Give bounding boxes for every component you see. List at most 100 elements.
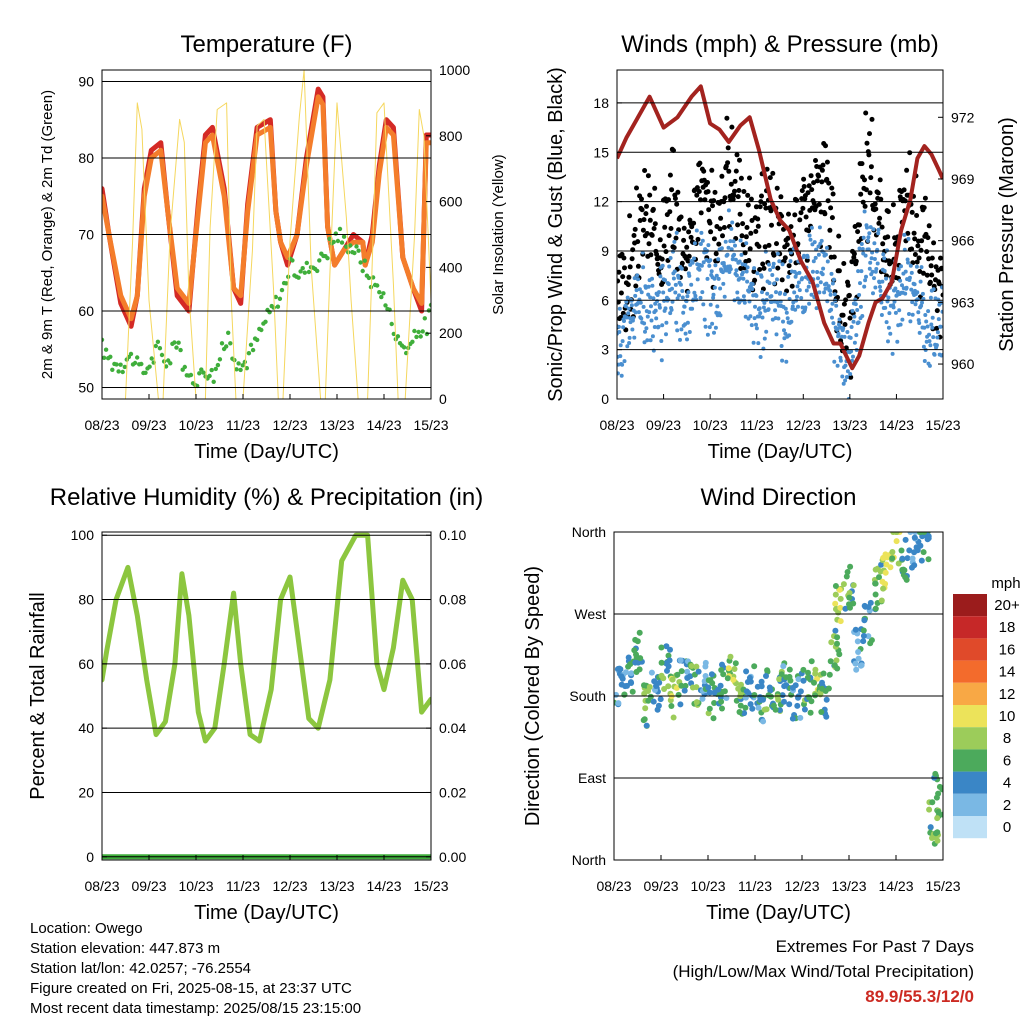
dewpoint-point: [139, 361, 144, 367]
gust-point: [862, 203, 868, 209]
wind-point: [867, 266, 872, 271]
wind-point: [905, 257, 910, 262]
gust-point: [857, 222, 862, 228]
direction-point: [818, 709, 825, 715]
wind-point: [851, 319, 856, 324]
wind-point: [857, 293, 862, 297]
wind-point: [757, 306, 762, 311]
gust-point: [639, 196, 644, 202]
direction-point: [757, 694, 764, 701]
wind-point: [663, 278, 667, 283]
gust-point: [757, 267, 763, 272]
gust-point: [642, 168, 648, 173]
y-tick-label: East: [578, 770, 606, 786]
dewpoint-point: [116, 369, 121, 374]
colorbar-level: 4: [1003, 775, 1011, 792]
wind-point: [625, 295, 630, 300]
wind-point: [850, 308, 855, 313]
y-axis-label: Sonic/Prop Wind & Gust (Blue, Black): [545, 67, 567, 402]
wind-point: [737, 259, 742, 264]
gust-point: [855, 229, 861, 235]
direction-point: [900, 566, 907, 573]
gust-point: [905, 230, 911, 236]
dewpoint-point: [290, 258, 295, 263]
wind-point: [811, 259, 816, 264]
gust-point: [909, 246, 915, 252]
gust-point: [774, 185, 780, 191]
direction-point: [747, 701, 754, 708]
wind-point: [906, 236, 911, 241]
dewpoint-point: [153, 343, 158, 349]
wind-point: [860, 314, 865, 318]
gust-point: [712, 189, 718, 195]
x-tick-label: 15/23: [413, 878, 448, 894]
y-tick-label: 20: [78, 784, 94, 800]
dewpoint-point: [159, 352, 165, 358]
wind-point: [876, 227, 881, 232]
y-tick-label: North: [572, 524, 606, 540]
y2-tick-label: 0: [439, 391, 447, 407]
direction-point: [789, 715, 796, 722]
gust-point: [724, 115, 730, 121]
y-tick-label: 80: [78, 150, 94, 166]
wind-point: [887, 311, 892, 316]
wind-point: [851, 354, 855, 359]
gust-point: [657, 237, 663, 243]
direction-point: [883, 561, 890, 568]
direction-point: [776, 707, 783, 714]
x-axis-label: Time (Day/UTC): [706, 902, 851, 924]
direction-point: [850, 600, 857, 607]
gust-point: [698, 197, 703, 203]
wind-point: [854, 333, 859, 338]
dewpoint-point: [174, 345, 179, 350]
wind-point: [623, 304, 628, 309]
wind-point: [890, 351, 895, 356]
y2-tick-label: 0.04: [439, 720, 466, 736]
direction-point: [658, 659, 665, 666]
direction-point: [909, 564, 915, 571]
gust-point: [785, 235, 791, 241]
wind-point: [783, 306, 788, 311]
wind-point: [618, 343, 623, 348]
gust-point: [819, 179, 825, 185]
gust-point: [929, 255, 935, 261]
wind-point: [897, 308, 902, 313]
direction-point: [725, 665, 732, 672]
most-recent-timestamp: Most recent data timestamp: 2025/08/15 2…: [30, 1000, 362, 1017]
direction-point: [665, 663, 672, 670]
chart-title: Winds (mph) & Pressure (mb): [621, 31, 938, 58]
wind-point: [754, 293, 759, 298]
gust-point: [634, 185, 639, 191]
y2-tick-label: 0.02: [439, 784, 466, 800]
direction-point: [681, 687, 688, 694]
wind-point: [783, 331, 788, 336]
wind-point: [869, 256, 874, 261]
wind-point: [707, 263, 712, 268]
gust-point: [864, 140, 870, 146]
y2-tick-label: 972: [951, 109, 975, 125]
direction-point: [858, 662, 865, 669]
gust-point: [748, 196, 754, 202]
wind-point: [906, 260, 910, 265]
wind-point: [672, 269, 677, 274]
wind-point: [709, 269, 714, 274]
gust-point: [824, 176, 830, 182]
gust-point: [820, 162, 826, 168]
dewpoint-point: [383, 303, 388, 308]
gust-point: [645, 173, 651, 179]
direction-point: [927, 824, 934, 831]
direction-point: [789, 684, 796, 691]
wind-point: [629, 303, 634, 308]
direction-point: [660, 675, 667, 682]
extremes-values: 89.9/55.3/12/0: [865, 987, 974, 1006]
direction-point: [625, 663, 632, 670]
wind-point: [654, 316, 659, 321]
direction-point: [847, 563, 854, 570]
direction-point: [651, 678, 658, 685]
gust-point: [637, 218, 643, 223]
direction-point: [807, 709, 814, 716]
gust-point: [872, 201, 878, 207]
dewpoint-point: [122, 364, 128, 370]
wind-point: [788, 259, 793, 264]
gust-point: [934, 308, 940, 314]
